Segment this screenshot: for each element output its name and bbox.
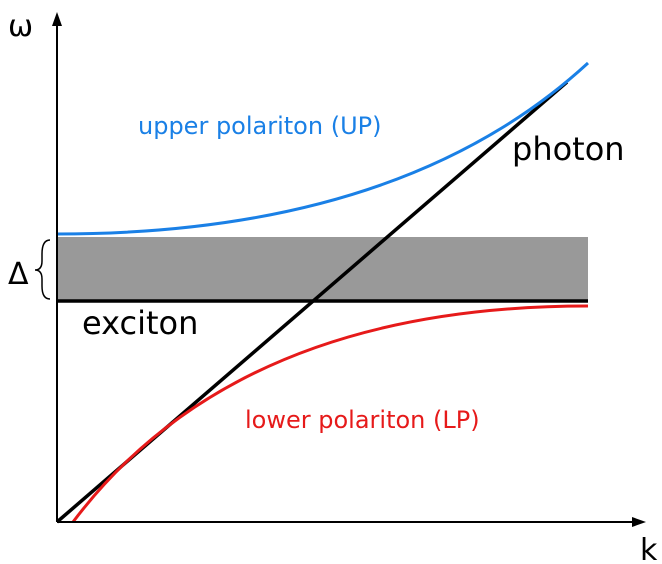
x-axis-arrow — [632, 517, 646, 527]
photon-label: photon — [512, 130, 625, 168]
y-axis-arrow — [52, 12, 62, 26]
upper-polariton-curve — [56, 61, 590, 236]
gap-label: Δ — [8, 257, 29, 292]
y-axis-label: ω — [8, 9, 33, 44]
x-axis-label: k — [640, 533, 658, 564]
gap-brace — [34, 239, 51, 300]
upper-polariton-label: upper polariton (UP) — [138, 112, 381, 140]
gap-band — [57, 237, 588, 300]
lower-polariton-label: lower polariton (LP) — [245, 406, 480, 434]
lower-polariton-curve — [71, 304, 589, 523]
exciton-label: exciton — [82, 304, 198, 342]
